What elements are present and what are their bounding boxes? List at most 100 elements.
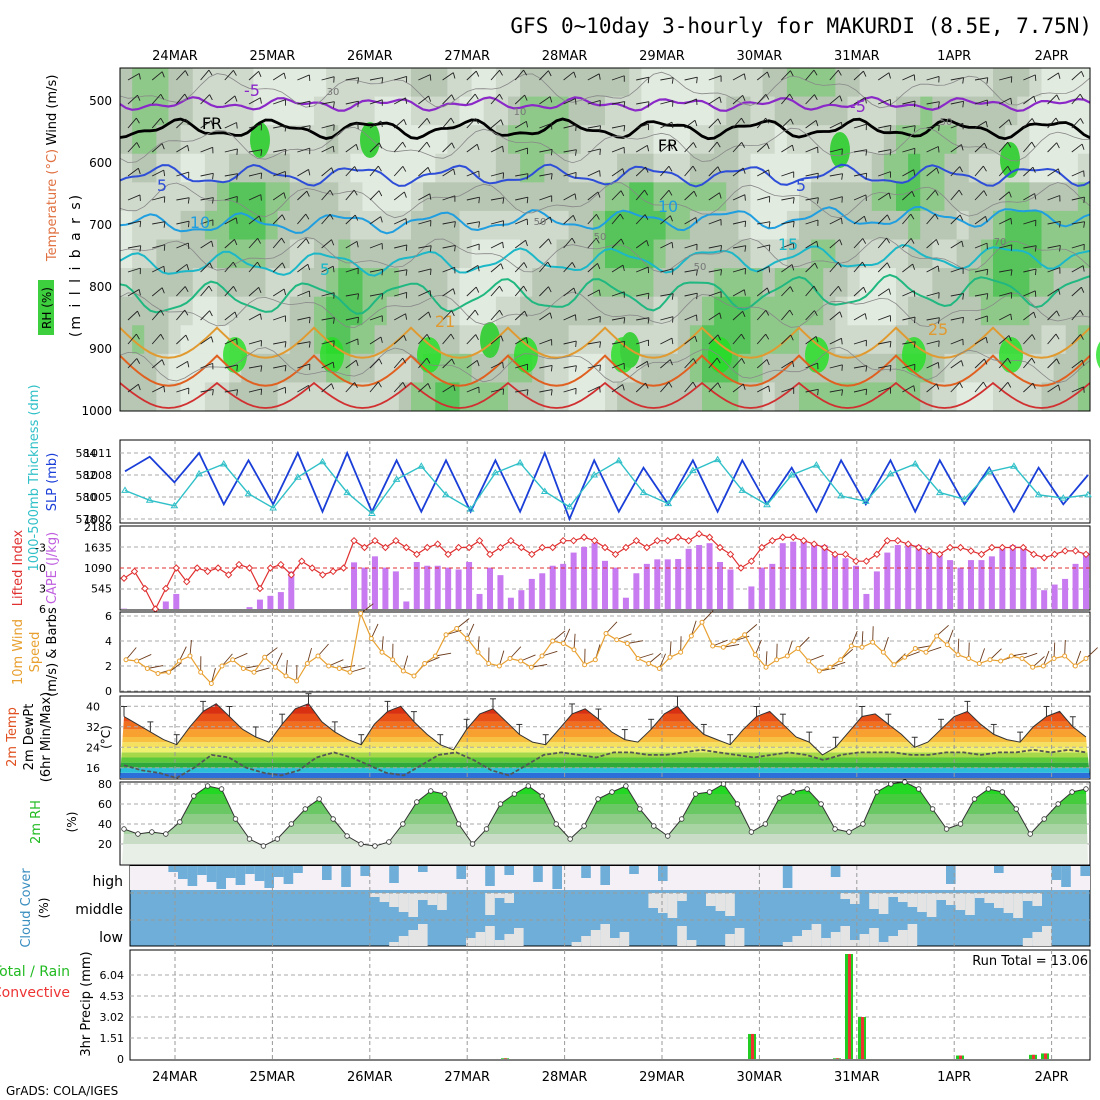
cloud-high-cell [1080, 866, 1090, 876]
cloud-high-cell [1061, 866, 1071, 887]
wind-barb [926, 190, 939, 201]
temperature-contour [119, 381, 1091, 409]
rh-cell [859, 210, 873, 240]
barb-flag [381, 269, 384, 276]
barb-flag [599, 125, 602, 132]
barb-flag [429, 74, 432, 81]
rh-cell [156, 210, 169, 240]
rh-cell [665, 296, 679, 326]
wind-barb [1047, 245, 1061, 252]
wind-barb [1071, 334, 1084, 345]
barb-flag [888, 72, 891, 79]
rh-cell [532, 182, 545, 212]
barb-shaft [636, 266, 649, 273]
barb-flag [692, 165, 697, 172]
wind-speed-marker [230, 657, 236, 663]
rh-cell [229, 96, 242, 126]
barb-flag [1031, 141, 1036, 148]
wind-speed-marker [272, 664, 278, 670]
wind-barb [321, 265, 335, 273]
barb-flag [236, 173, 239, 180]
rh-marker [651, 823, 657, 829]
wind-barb [321, 383, 335, 393]
rh-cell [229, 210, 242, 240]
rh-cell [932, 268, 945, 298]
rh-cell [532, 210, 545, 240]
barb-shaft [926, 239, 937, 249]
wind-barb [224, 311, 238, 321]
wind-barb [273, 99, 286, 106]
rh-cell [374, 210, 388, 240]
temp-band [120, 762, 1090, 768]
slp-tick: 1002 [84, 513, 112, 526]
barb-flag [499, 70, 503, 76]
cloud-mid-cell [946, 893, 956, 905]
wind-barb [1023, 382, 1036, 393]
rh-cell [423, 296, 436, 326]
cloud-high-cell [283, 866, 294, 884]
wind-barb [636, 292, 650, 300]
cloud-mid-cell [878, 893, 889, 914]
barb-flag [986, 293, 989, 300]
barb-shaft [998, 141, 1009, 153]
barb-shaft [369, 77, 383, 81]
wind-barb [369, 99, 383, 106]
wind-barb [466, 221, 481, 228]
barb-shaft [902, 147, 915, 153]
wind-speed-marker [688, 633, 694, 639]
thickness-marker [318, 457, 327, 465]
rh-cell [326, 210, 339, 240]
rh-cell [689, 96, 703, 126]
wind-barb [684, 381, 697, 393]
wind-speed-marker [518, 658, 524, 664]
wind-barb [321, 213, 334, 225]
barb-shaft [636, 123, 649, 129]
rh-tick: 60 [98, 798, 112, 811]
rh-cell [1065, 182, 1079, 212]
barb-shaft [393, 357, 403, 369]
wind-barb [1023, 74, 1037, 81]
wind-barb [781, 264, 795, 273]
barb-flag [889, 125, 892, 132]
top-date-label: 28MAR [542, 49, 588, 64]
rh-cell [532, 268, 545, 298]
rh-cell [932, 382, 945, 412]
cloud-low-cell [859, 934, 870, 946]
barb-flag [959, 166, 963, 173]
li-marker [632, 536, 641, 545]
wind-barb [418, 193, 432, 201]
barb-shaft [345, 338, 358, 345]
barb-flag [548, 70, 552, 77]
wind-barb [732, 267, 746, 275]
wind-barb [781, 387, 795, 394]
barb-shaft [998, 357, 1009, 369]
barb-shaft [974, 165, 984, 177]
wind-barb [176, 242, 190, 250]
wind10m-barb [1053, 642, 1056, 659]
wind-barb [200, 285, 213, 297]
rh-marker [790, 789, 796, 795]
wind-barb [902, 190, 915, 201]
wind-barb [1071, 265, 1085, 273]
wind-barb [490, 388, 505, 395]
cloud-high-cell [533, 866, 543, 882]
barb-flag [453, 168, 456, 175]
cloud-low-cell [840, 926, 850, 946]
wind-speed-marker [400, 668, 406, 674]
barb-flag [1058, 384, 1061, 391]
wind-barb [950, 189, 963, 201]
barb-shaft [248, 261, 258, 273]
rh-cell [1053, 153, 1067, 183]
wind10m-barb [253, 667, 270, 673]
barb-flag [1079, 93, 1084, 100]
barb-flag [936, 167, 940, 174]
barb-flag [136, 358, 141, 364]
rh-cell [774, 153, 788, 183]
rh-cell [750, 68, 764, 98]
wind-barb [829, 311, 843, 321]
barb-flag [765, 94, 770, 100]
rh-cell [847, 382, 861, 412]
barb-shaft [466, 93, 476, 105]
rh-band [122, 844, 1088, 864]
wind-speed-marker [358, 611, 364, 616]
